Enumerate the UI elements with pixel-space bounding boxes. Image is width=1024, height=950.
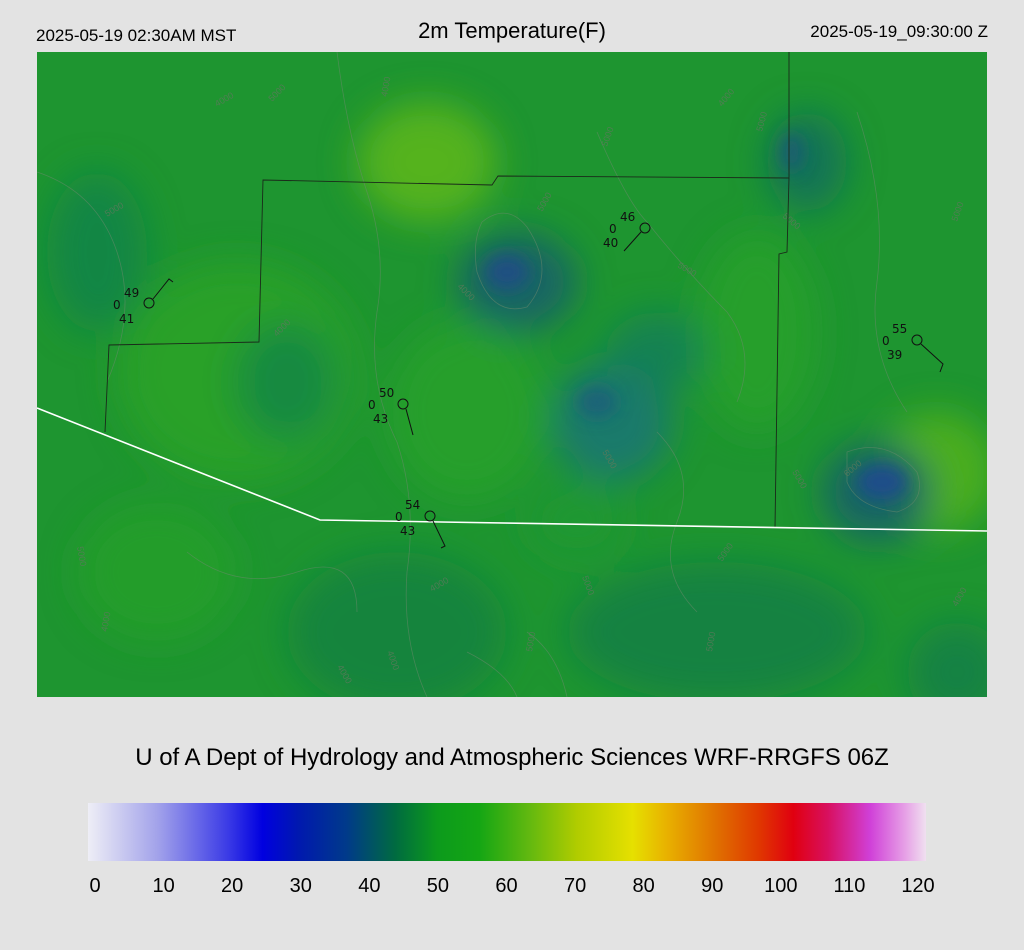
colorbar-tick-label: 110 [833,875,866,897]
colorbar-tick-label: 20 [221,875,244,897]
map-title: 2m Temperature(F) [418,18,606,43]
contour-label: 5000 [704,631,717,652]
terrain-contours [37,52,920,697]
temperature-map: 4000 5000 4000 5000 5000 5000 4000 5000 … [37,52,987,697]
station-temp: 54 [405,498,420,512]
station-dewpoint: 39 [887,348,902,362]
station-dewpoint: 41 [119,312,134,326]
station-plots: 49 0 41 46 0 40 50 0 43 54 [113,210,944,549]
station-pressure: 0 [882,334,890,348]
station-plot-1: 49 0 41 [113,278,174,326]
station-plot-3: 50 0 43 [368,386,414,436]
contour-label: 5000 [75,546,88,567]
local-time-label: 2025-05-19 02:30AM MST [36,26,237,45]
station-plot-5: 55 0 39 [882,322,944,373]
border-line [37,407,987,532]
colorbar-tick-label: 100 [764,875,798,897]
contour-label: 4000 [99,611,112,632]
station-pressure: 0 [395,510,403,524]
temperature-colorbar [88,803,926,861]
contour-label: 5000 [524,631,537,652]
station-pressure: 0 [368,398,376,412]
county-boundaries [104,52,790,529]
valid-time-label: 2025-05-19_09:30:00 Z [810,22,988,41]
station-dewpoint: 43 [373,412,388,426]
contour-label: 4000 [379,76,392,97]
colorbar-tick-label: 90 [701,875,724,897]
station-pressure: 0 [609,222,617,236]
colorbar-tick-label: 0 [89,875,101,897]
station-temp: 55 [892,322,907,336]
colorbar-tick-label: 30 [289,875,312,897]
station-temp: 49 [124,286,139,300]
colorbar-tick-label: 70 [563,875,587,897]
station-pressure: 0 [113,298,121,312]
station-plot-2: 46 0 40 [603,210,651,252]
colorbar-tick-label: 80 [632,875,655,897]
station-temp: 50 [379,386,394,400]
station-dewpoint: 40 [603,236,618,250]
station-plot-4: 54 0 43 [395,498,446,549]
model-credit: U of A Dept of Hydrology and Atmospheric… [135,744,889,771]
colorbar-tick-label: 50 [426,875,450,897]
colorbar-tick-label: 10 [152,875,175,897]
station-temp: 46 [620,210,635,224]
station-dewpoint: 43 [400,524,415,538]
colorbar-tick-label: 40 [358,875,381,897]
colorbar-tick-label: 60 [495,875,518,897]
colorbar-tick-label: 120 [901,875,935,897]
